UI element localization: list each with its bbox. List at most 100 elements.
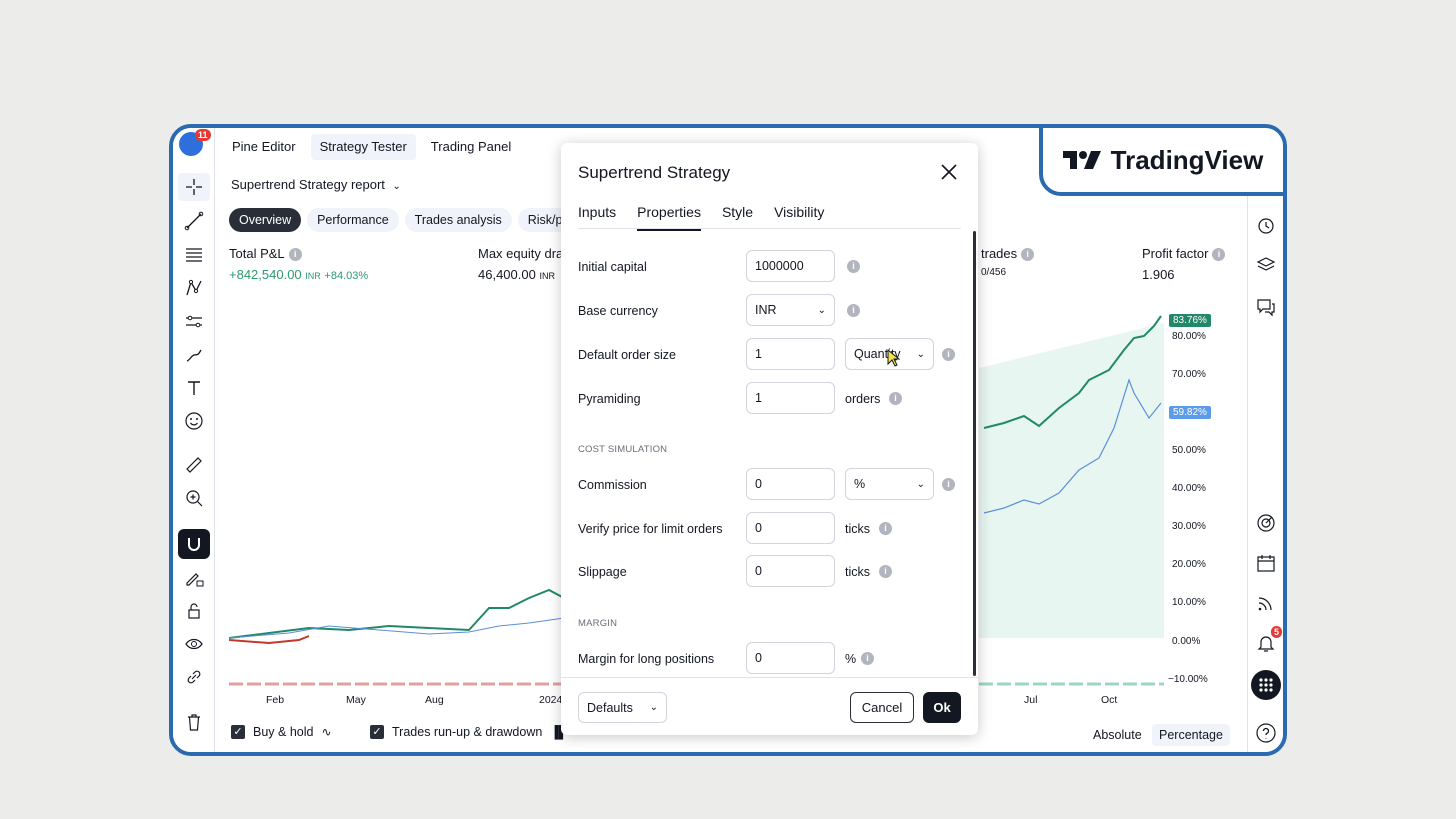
- y-tick: 30.00%: [1172, 521, 1206, 532]
- alarm-clock-icon[interactable]: [1253, 212, 1279, 238]
- pattern-icon[interactable]: [178, 274, 210, 302]
- metric-percent: +84.03%: [324, 270, 369, 283]
- absolute-button[interactable]: Absolute: [1093, 728, 1142, 742]
- y-tick: 50.00%: [1172, 445, 1206, 456]
- metric-total-pnl: Total P&L i +842,540.00 INR +84.03%: [229, 246, 368, 282]
- metric-currency: INR: [539, 271, 555, 281]
- margin-long-input[interactable]: 0: [746, 642, 835, 674]
- help-icon[interactable]: [1253, 720, 1279, 746]
- initial-capital-input[interactable]: 1000000: [746, 250, 835, 282]
- calendar-icon[interactable]: [1253, 550, 1279, 576]
- commission-type-select[interactable]: % ⌄: [845, 468, 934, 500]
- info-icon[interactable]: i: [1212, 248, 1226, 262]
- base-currency-value: INR: [755, 303, 777, 317]
- close-icon[interactable]: [940, 163, 958, 181]
- y-tick: 20.00%: [1172, 559, 1206, 570]
- chevron-down-icon: ⌄: [392, 181, 401, 192]
- defaults-label: Defaults: [587, 700, 633, 715]
- x-tick: May: [346, 694, 366, 706]
- x-tick: Jul: [1024, 694, 1038, 706]
- defaults-dropdown[interactable]: Defaults ⌄: [578, 692, 667, 723]
- buyhold-last-tag: 59.82%: [1169, 406, 1211, 419]
- text-icon[interactable]: [178, 374, 210, 402]
- equity-chart: [229, 315, 1164, 686]
- prediction-icon[interactable]: [178, 307, 210, 335]
- trash-icon[interactable]: [178, 708, 210, 736]
- crosshair-icon[interactable]: [178, 173, 210, 201]
- metric-value: +842,540.00: [229, 267, 302, 283]
- margin-long-unit: %: [845, 652, 857, 666]
- info-icon[interactable]: i: [879, 522, 892, 535]
- x-tick: Aug: [425, 694, 444, 706]
- percentage-button[interactable]: Percentage: [1152, 724, 1230, 746]
- tab-trades-analysis[interactable]: Trades analysis: [404, 208, 512, 232]
- checkbox-checked-icon[interactable]: ✓: [370, 725, 384, 739]
- checkbox-checked-icon[interactable]: ✓: [231, 725, 245, 739]
- logo-text: TradingView: [1110, 144, 1264, 175]
- info-icon[interactable]: i: [288, 248, 302, 262]
- base-currency-select[interactable]: INR ⌄: [746, 294, 835, 326]
- info-icon[interactable]: i: [942, 478, 955, 491]
- metric-max-drawdown: Max equity dra 46,400.00 INR: [478, 246, 563, 282]
- verify-price-input[interactable]: 0: [746, 512, 835, 544]
- tab-overview[interactable]: Overview: [229, 208, 302, 232]
- tab-properties[interactable]: Properties: [637, 204, 701, 231]
- info-icon[interactable]: i: [889, 392, 902, 405]
- feed-icon[interactable]: [1253, 590, 1279, 616]
- cancel-button[interactable]: Cancel: [850, 692, 914, 723]
- tab-visibility[interactable]: Visibility: [774, 204, 825, 220]
- notifications-icon[interactable]: [1253, 630, 1279, 656]
- trend-line-icon[interactable]: [178, 207, 210, 235]
- scrollbar[interactable]: [973, 231, 976, 676]
- tab-strategy-tester[interactable]: Strategy Tester: [310, 134, 416, 160]
- chat-icon[interactable]: [1253, 294, 1279, 320]
- zoom-in-icon[interactable]: [178, 484, 210, 512]
- runup-drawdown-toggle[interactable]: ✓ Trades run-up & drawdown ▐▌: [370, 725, 567, 739]
- tab-inputs[interactable]: Inputs: [578, 204, 617, 220]
- left-toolbar: 11: [173, 128, 215, 752]
- runup-label: Trades run-up & drawdown: [392, 725, 543, 739]
- slippage-input[interactable]: 0: [746, 555, 835, 587]
- equity-last-tag: 83.76%: [1169, 314, 1211, 327]
- info-icon[interactable]: i: [847, 304, 860, 317]
- info-icon[interactable]: i: [942, 348, 955, 361]
- metric-value: 0/456: [981, 267, 1007, 279]
- info-icon[interactable]: i: [847, 260, 860, 273]
- eye-icon[interactable]: [178, 630, 210, 658]
- tab-pine-editor[interactable]: Pine Editor: [232, 139, 296, 154]
- magnet-icon[interactable]: [178, 529, 210, 559]
- emoji-icon[interactable]: [178, 407, 210, 435]
- apps-grid-icon[interactable]: [1251, 670, 1281, 700]
- tab-style[interactable]: Style: [721, 204, 754, 220]
- layers-icon[interactable]: [1253, 252, 1279, 278]
- buy-hold-toggle[interactable]: ✓ Buy & hold ∿: [231, 725, 332, 739]
- fib-retracement-icon[interactable]: [178, 240, 210, 268]
- tab-performance[interactable]: Performance: [307, 208, 399, 232]
- alerts-badge: 5: [1271, 626, 1283, 638]
- lock-drawing-icon[interactable]: [178, 564, 210, 592]
- buyhold-line: [983, 378, 1162, 514]
- commission-label: Commission: [578, 478, 647, 492]
- brush-icon[interactable]: [178, 341, 210, 369]
- info-icon[interactable]: i: [879, 565, 892, 578]
- y-tick: 0.00%: [1172, 636, 1201, 647]
- order-size-input[interactable]: 1: [746, 338, 835, 370]
- commission-input[interactable]: 0: [746, 468, 835, 500]
- ok-button[interactable]: Ok: [923, 692, 961, 723]
- metric-label: Max equity dra: [478, 246, 564, 261]
- info-icon[interactable]: i: [861, 652, 874, 665]
- info-icon[interactable]: i: [1021, 248, 1035, 262]
- pyramiding-input[interactable]: 1: [746, 382, 835, 414]
- tradingview-logo: TradingView: [1039, 128, 1283, 196]
- lock-icon[interactable]: [178, 597, 210, 625]
- report-tabs: Overview Performance Trades analysis Ris…: [229, 208, 584, 232]
- report-title-dropdown[interactable]: Supertrend Strategy report ⌄: [231, 177, 401, 192]
- tab-trading-panel[interactable]: Trading Panel: [430, 139, 512, 154]
- metric-currency: INR: [305, 271, 321, 282]
- ruler-icon[interactable]: [178, 451, 210, 479]
- link-icon[interactable]: [178, 663, 210, 691]
- tabs-divider: [578, 228, 961, 229]
- x-tick: Feb: [266, 694, 285, 706]
- target-icon[interactable]: [1253, 510, 1279, 536]
- slippage-unit: ticks: [845, 565, 870, 579]
